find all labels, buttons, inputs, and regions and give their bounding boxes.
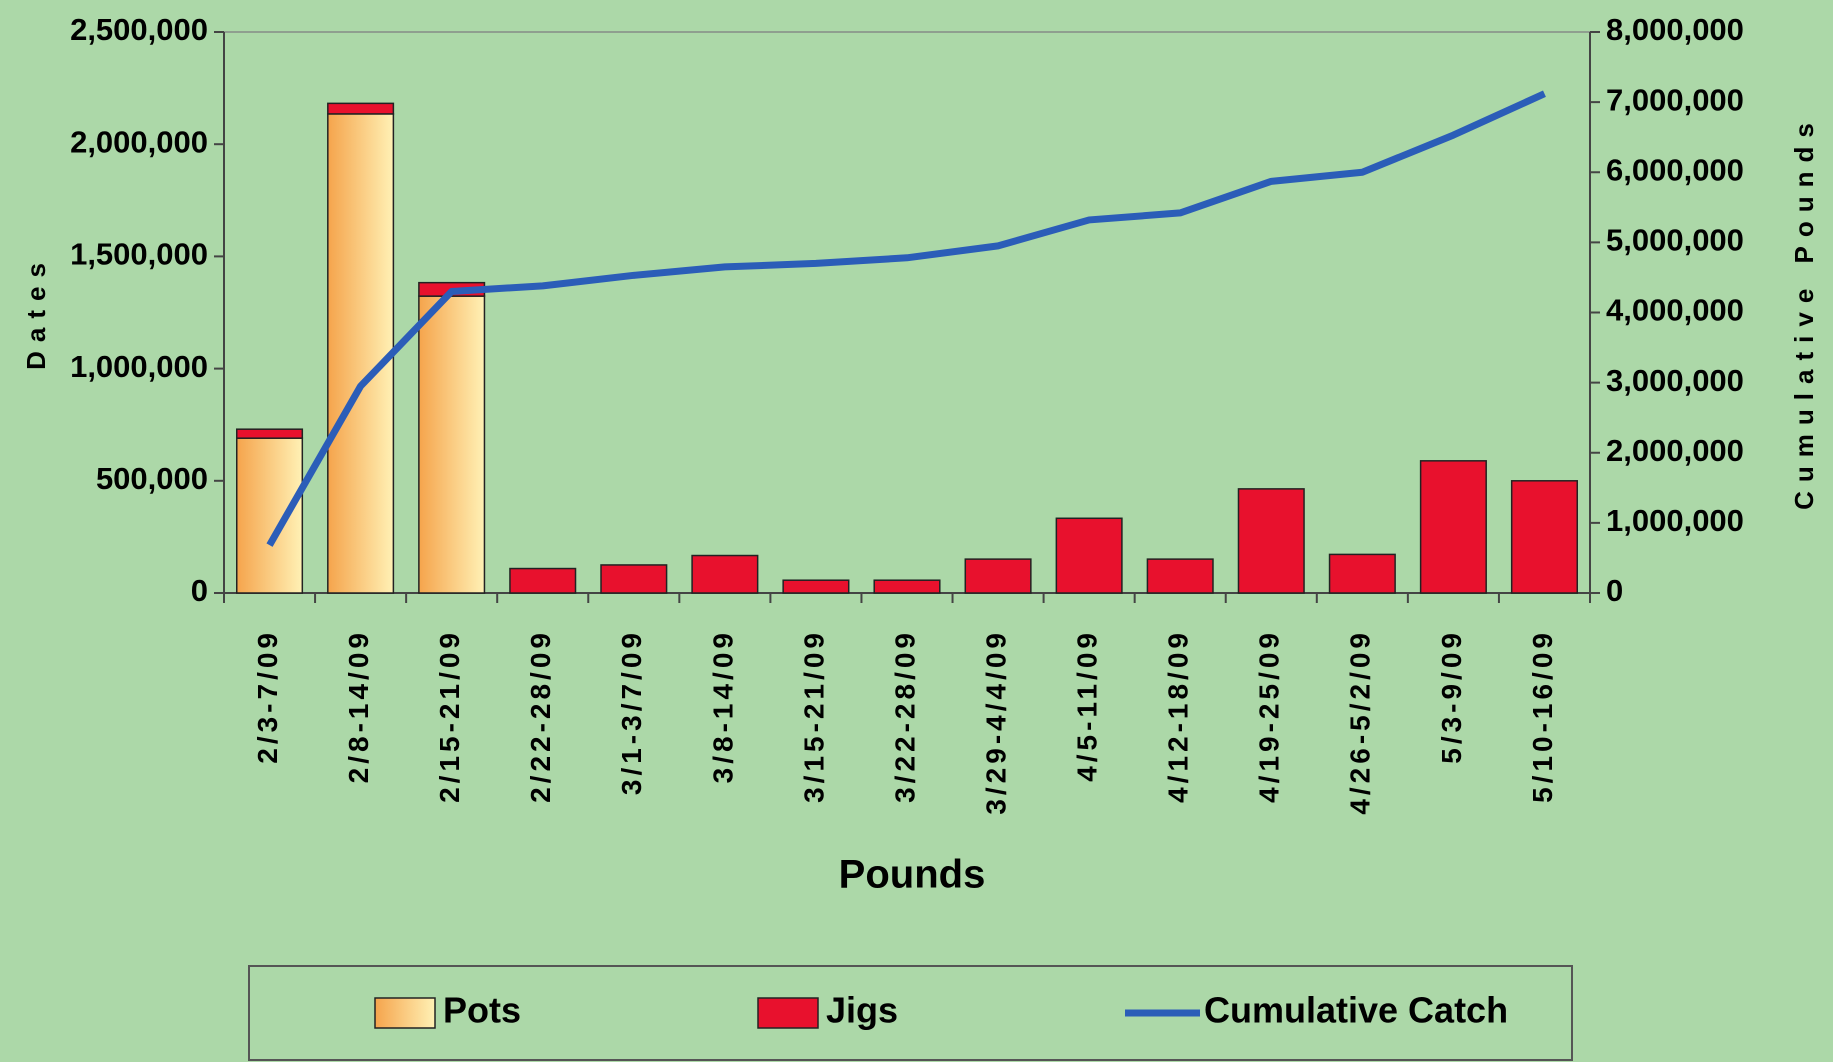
y2-tick-label: 7,000,000 — [1606, 82, 1744, 117]
x-tick-label: 4/19-25/09 — [1254, 629, 1285, 803]
x-tick-label: 5/3-9/09 — [1436, 629, 1467, 764]
x-tick-label: 2/8-14/09 — [343, 629, 374, 783]
bar — [418, 295, 486, 594]
legend-label: Cumulative Catch — [1204, 990, 1508, 1031]
bar — [1510, 480, 1579, 594]
bar — [873, 579, 941, 594]
x-tick-label: 3/22-28/09 — [889, 629, 920, 803]
y2-axis-title: Cumulative Pounds — [1789, 114, 1819, 510]
bar — [509, 567, 577, 594]
x-tick-label: 3/15-21/09 — [798, 629, 829, 803]
bar — [1328, 553, 1396, 594]
x-tick-label: 2/15-21/09 — [434, 629, 465, 803]
y-tick-label: 2,000,000 — [70, 124, 208, 159]
bar — [1419, 460, 1487, 594]
x-tick-label: 3/1-3/7/09 — [616, 629, 647, 795]
y2-tick-label: 2,000,000 — [1606, 433, 1744, 468]
y-tick-label: 1,000,000 — [70, 349, 208, 384]
x-tick-label: 4/26-5/2/09 — [1345, 629, 1376, 815]
x-tick-label: 5/10-16/09 — [1527, 629, 1558, 803]
y-tick-label: 500,000 — [96, 461, 208, 496]
y2-tick-label: 8,000,000 — [1606, 12, 1744, 47]
bar — [691, 554, 759, 594]
y2-tick-label: 1,000,000 — [1606, 503, 1744, 538]
bar — [235, 437, 304, 594]
y-tick-label: 2,500,000 — [70, 12, 208, 47]
bar — [1055, 517, 1123, 594]
bar — [327, 102, 395, 115]
y2-tick-label: 5,000,000 — [1606, 223, 1744, 258]
legend-swatch — [757, 997, 819, 1029]
legend-label: Jigs — [826, 990, 898, 1031]
bar — [1146, 558, 1214, 594]
y2-tick-label: 3,000,000 — [1606, 363, 1744, 398]
legend-swatch — [374, 997, 436, 1029]
y2-tick-label: 4,000,000 — [1606, 293, 1744, 328]
bar — [782, 579, 850, 594]
x-tick-label: 3/8-14/09 — [707, 629, 738, 783]
legend-label: Pots — [443, 990, 521, 1031]
x-tick-label: 2/22-28/09 — [525, 629, 556, 803]
bar — [964, 558, 1032, 594]
y-tick-label: 0 — [191, 573, 208, 608]
x-axis-title: Pounds — [839, 853, 986, 897]
y2-tick-label: 6,000,000 — [1606, 152, 1744, 187]
bar — [1237, 488, 1305, 594]
x-tick-label: 2/3-7/09 — [252, 629, 283, 764]
y2-tick-label: 0 — [1606, 573, 1623, 608]
x-tick-label: 4/5-11/09 — [1072, 629, 1103, 782]
bar — [327, 113, 395, 594]
y-axis-title: Dates — [21, 254, 51, 370]
legend-box — [248, 965, 1573, 1061]
y-tick-label: 1,500,000 — [70, 237, 208, 272]
x-tick-label: 4/12-18/09 — [1163, 629, 1194, 803]
line — [266, 90, 1546, 547]
x-tick-label: 3/29-4/4/09 — [980, 629, 1011, 815]
bar — [600, 564, 668, 594]
bar — [235, 428, 304, 439]
